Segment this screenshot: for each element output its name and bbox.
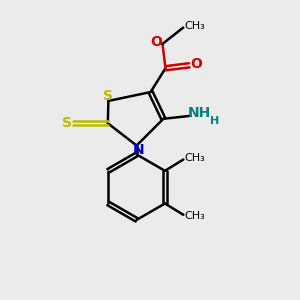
- Text: H: H: [211, 116, 220, 126]
- Text: NH: NH: [188, 106, 211, 120]
- Text: O: O: [190, 57, 202, 71]
- Text: S: S: [103, 89, 113, 103]
- Text: N: N: [132, 143, 144, 157]
- Text: S: S: [62, 116, 72, 130]
- Text: CH₃: CH₃: [184, 211, 205, 221]
- Text: CH₃: CH₃: [184, 21, 205, 32]
- Text: CH₃: CH₃: [184, 153, 205, 163]
- Text: O: O: [150, 35, 162, 50]
